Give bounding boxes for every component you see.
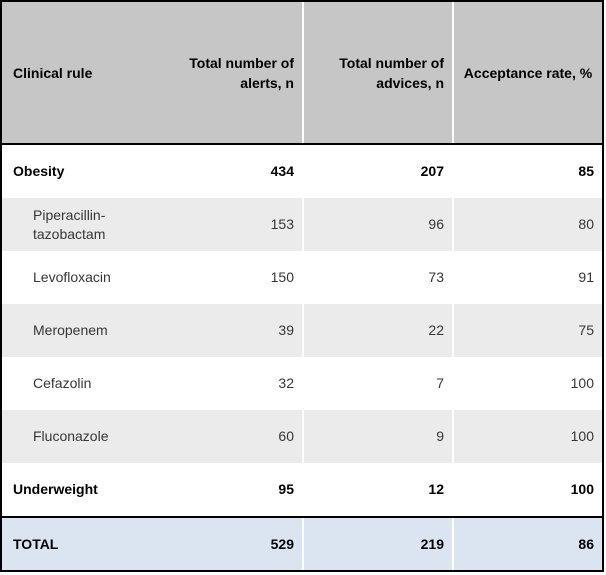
table-row-cefazolin: Cefazolin 32 7 100 bbox=[2, 357, 602, 410]
cell-rule: Cefazolin bbox=[33, 375, 92, 391]
cell-acceptance: 100 bbox=[452, 410, 602, 463]
cell-acceptance: 75 bbox=[452, 304, 602, 357]
cell-acceptance: 85 bbox=[452, 145, 602, 198]
cell-rule: Meropenem bbox=[33, 322, 108, 338]
cell-advices: 9 bbox=[302, 410, 452, 463]
table-row-obesity: Obesity 434 207 85 bbox=[2, 145, 602, 198]
table-row-meropenem: Meropenem 39 22 75 bbox=[2, 304, 602, 357]
cell-acceptance: 80 bbox=[452, 198, 602, 251]
cell-advices: 7 bbox=[302, 357, 452, 410]
total-advices: 219 bbox=[302, 518, 452, 570]
table-row-fluconazole: Fluconazole 60 9 100 bbox=[2, 410, 602, 463]
header-clinical-rule: Clinical rule bbox=[13, 64, 93, 81]
header-acceptance-rate: Acceptance rate, % bbox=[452, 2, 602, 143]
cell-alerts: 153 bbox=[270, 216, 294, 232]
table-row-levofloxacin: Levofloxacin 150 73 91 bbox=[2, 251, 602, 304]
total-acceptance: 86 bbox=[452, 518, 602, 570]
cell-advices: 73 bbox=[302, 251, 452, 304]
cell-advices: 22 bbox=[302, 304, 452, 357]
cell-alerts: 32 bbox=[278, 375, 294, 391]
header-total-alerts: Total number of alerts, n bbox=[189, 54, 294, 91]
cell-rule: Obesity bbox=[13, 163, 65, 179]
table-total-row: TOTAL 529 219 86 bbox=[2, 516, 602, 570]
header-total-advices: Total number of advices, n bbox=[302, 2, 452, 143]
table-row-underweight: Underweight 95 12 100 bbox=[2, 463, 602, 516]
total-alerts: 529 bbox=[270, 535, 294, 552]
total-label: TOTAL bbox=[13, 535, 59, 552]
cell-acceptance: 100 bbox=[452, 357, 602, 410]
table-header-row: Clinical rule Total number of alerts, n … bbox=[2, 2, 602, 145]
cell-alerts: 60 bbox=[278, 428, 294, 444]
cell-rule: Levofloxacin bbox=[33, 269, 111, 285]
cell-alerts: 150 bbox=[270, 269, 294, 285]
cell-advices: 12 bbox=[302, 463, 452, 516]
cell-rule: Fluconazole bbox=[33, 428, 109, 444]
cell-acceptance: 100 bbox=[452, 463, 602, 516]
cell-advices: 96 bbox=[302, 198, 452, 251]
cell-alerts: 39 bbox=[278, 322, 294, 338]
cell-rule: Underweight bbox=[13, 481, 98, 497]
cell-acceptance: 91 bbox=[452, 251, 602, 304]
cell-alerts: 434 bbox=[270, 163, 294, 179]
cell-alerts: 95 bbox=[278, 481, 294, 497]
cell-rule: Piperacillin-tazobactam bbox=[33, 206, 106, 242]
cell-advices: 207 bbox=[302, 145, 452, 198]
table-row-piperacillin-tazobactam: Piperacillin-tazobactam 153 96 80 bbox=[2, 198, 602, 251]
